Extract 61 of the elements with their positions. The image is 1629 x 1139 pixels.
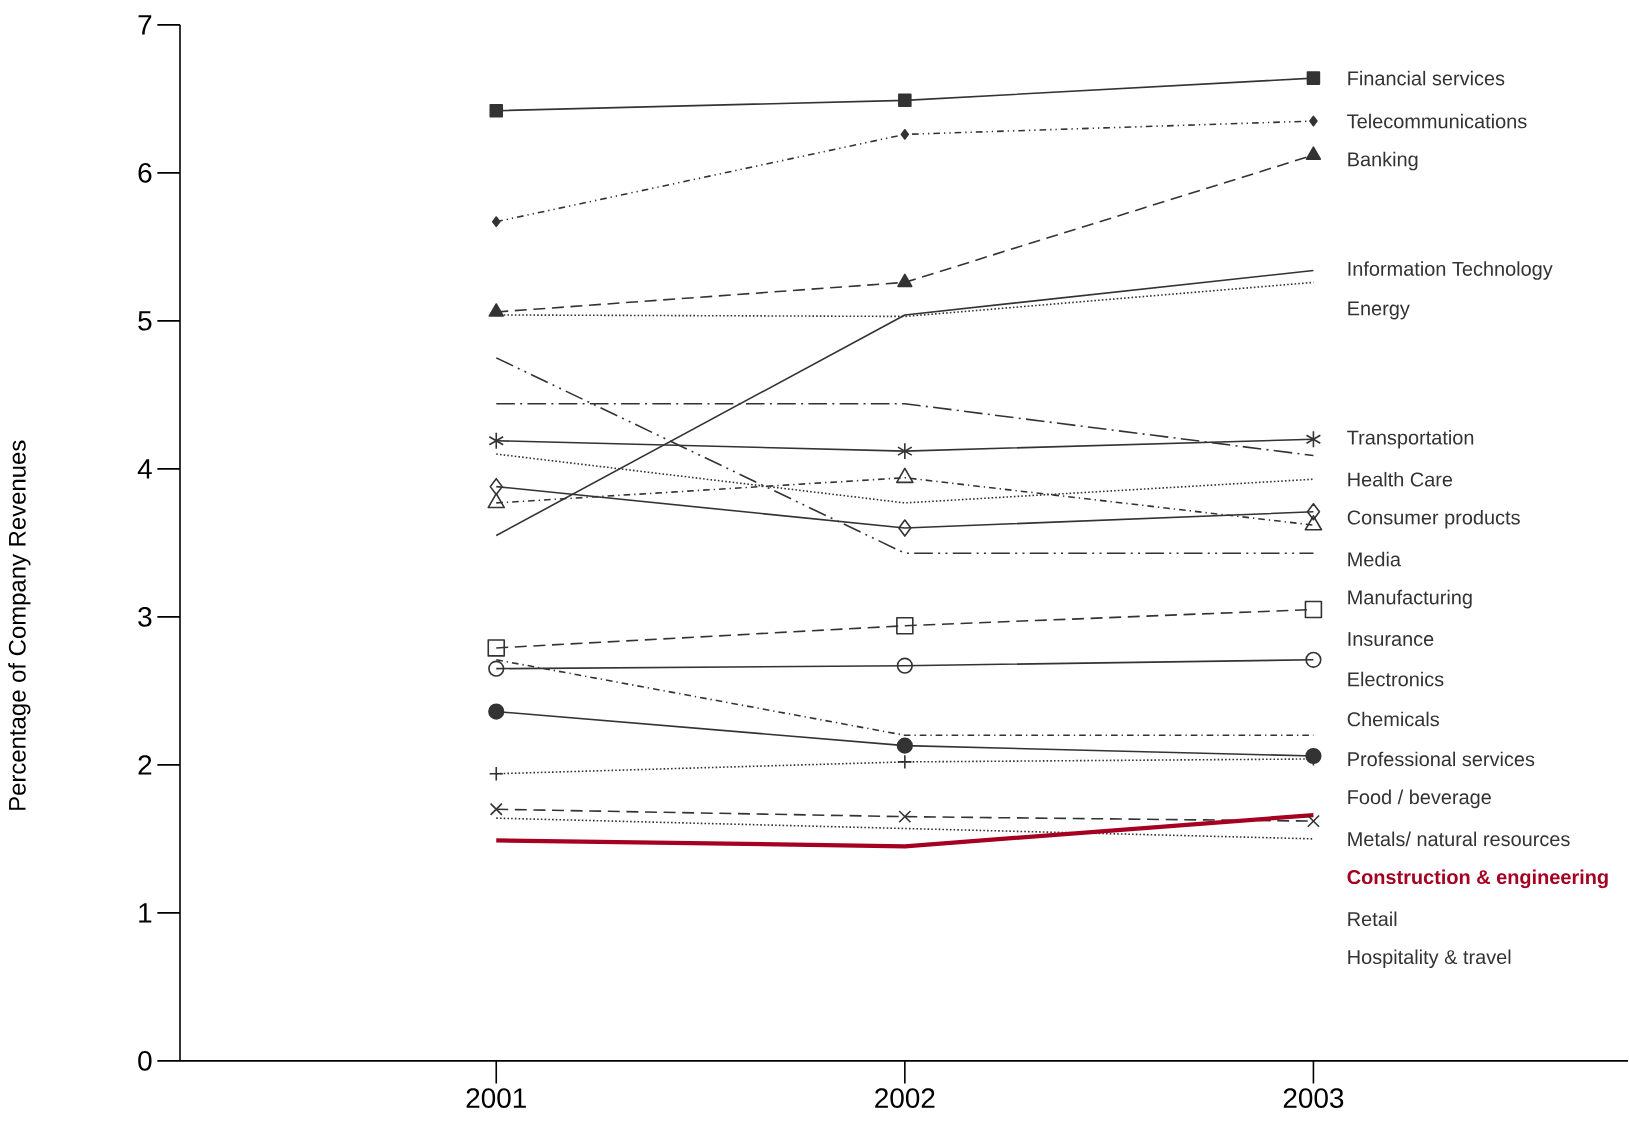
text: Retail [1348, 911, 1397, 927]
point [1306, 814, 1320, 828]
point [896, 657, 913, 674]
point [897, 273, 913, 288]
point [897, 754, 913, 770]
x-tick-label: 2001 [466, 1088, 526, 1108]
y-tick-label: 5 [138, 311, 152, 331]
point [488, 431, 504, 450]
text: Media [1348, 551, 1401, 567]
text: Consumer products [1347, 509, 1520, 529]
text: Food / beverage [1348, 789, 1491, 809]
series-label: Professional services [1348, 751, 1535, 767]
y-tick-label: 7 [138, 15, 152, 35]
point [898, 810, 912, 824]
y-tick-label: 2 [138, 755, 152, 775]
series-label: Transportation [1347, 429, 1474, 449]
point [488, 303, 504, 317]
point [900, 128, 910, 140]
point [1305, 430, 1322, 449]
point [897, 442, 913, 460]
point [896, 616, 914, 635]
point [1309, 115, 1318, 127]
series-label: Health Care [1348, 471, 1453, 487]
y-tick-label: 4 [137, 459, 152, 479]
text: Hospitality & travel [1348, 949, 1511, 969]
point [1304, 515, 1323, 531]
point [1304, 600, 1323, 619]
point [487, 639, 506, 657]
text: Construction & engineering [1347, 869, 1608, 889]
text: Manufacturing [1348, 589, 1472, 609]
point [1305, 146, 1322, 160]
series-label: Telecommunications [1347, 113, 1527, 129]
point [898, 519, 912, 537]
x-tick-label: 2002 [875, 1088, 935, 1108]
y-tick-label: 6 [138, 162, 152, 183]
y-tick-label: 0 [138, 1050, 152, 1071]
text: Electronics [1348, 671, 1444, 687]
point [488, 766, 504, 782]
series-label: Financial services [1348, 70, 1505, 86]
point [895, 467, 914, 484]
series-label: Banking [1348, 151, 1418, 171]
y-tick-label: 3 [138, 606, 152, 627]
y-axis-title: Percentage of Company Revenues [8, 440, 31, 810]
text: Insurance [1348, 632, 1434, 647]
point [488, 703, 505, 720]
point [489, 802, 503, 816]
point [1306, 503, 1321, 521]
text: Metals/ natural resources [1348, 831, 1570, 847]
point [489, 103, 504, 118]
point [896, 737, 913, 754]
point [1305, 651, 1322, 668]
point [898, 93, 912, 108]
series-label: Information Technology [1348, 261, 1553, 280]
text: Chemicals [1347, 711, 1439, 727]
series-label: Energy [1348, 301, 1410, 320]
point [489, 477, 504, 496]
x-tick-label: 2003 [1283, 1088, 1344, 1108]
y-tick-label: 1 [139, 903, 152, 923]
point [491, 216, 501, 228]
point [488, 660, 505, 677]
point [1306, 71, 1321, 85]
